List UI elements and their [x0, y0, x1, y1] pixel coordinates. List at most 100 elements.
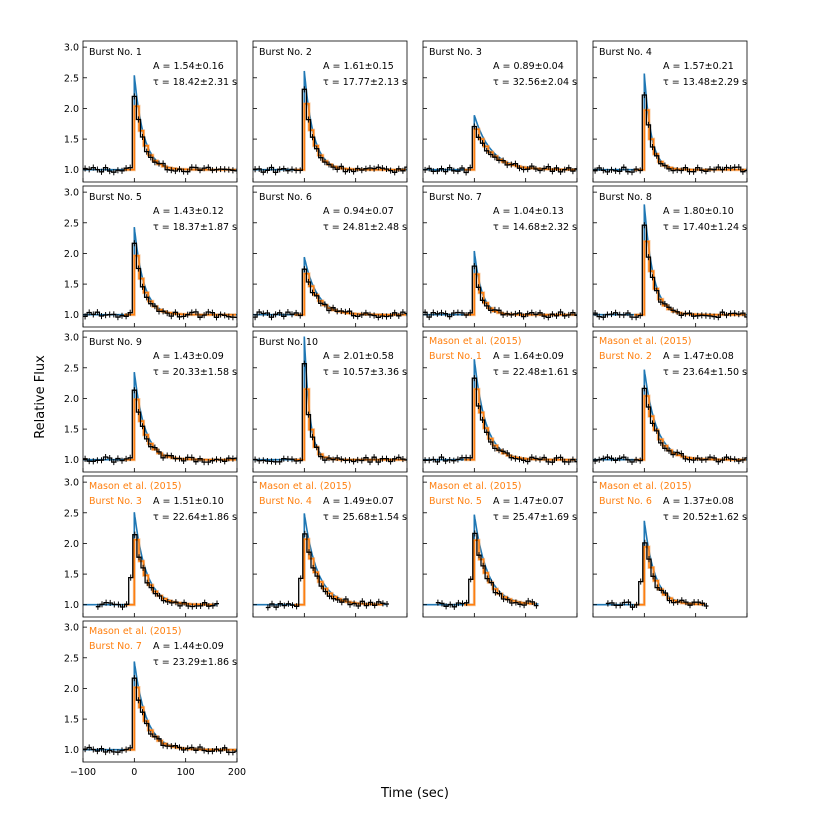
- panel-frame: [82, 40, 238, 183]
- y-tick-label: 2.0: [64, 249, 79, 260]
- plot-area: [83, 512, 219, 611]
- panel-grid: 1.0 1.5 2.0 2.5 3.0 Burst No. 1 A = 1.54±0.16 τ…: [64, 40, 748, 778]
- amplitude-label: A = 0.94±0.07: [323, 206, 394, 217]
- burst-label: Burst No. 6: [259, 192, 312, 203]
- y-tick-label: 2.0: [64, 394, 79, 405]
- burst-label: Burst No. 1: [429, 351, 482, 362]
- y-tick-label: 1.5: [64, 280, 79, 291]
- amplitude-label: A = 1.47±0.07: [493, 496, 564, 507]
- mason-label: Mason et al. (2015): [89, 481, 182, 492]
- tau-label: τ = 24.81±2.48 s: [323, 222, 407, 233]
- amplitude-label: A = 1.54±0.16: [153, 61, 224, 72]
- model-curve: [423, 114, 577, 171]
- data-step: [265, 533, 389, 609]
- amplitude-label: A = 1.37±0.08: [663, 496, 734, 507]
- panel-frame: [592, 40, 748, 183]
- y-tick-label: 1.5: [64, 715, 79, 726]
- panel: Burst No. 8 A = 1.80±0.10 τ = 17.40±1.24 s: [592, 185, 748, 328]
- model-curve: [83, 661, 237, 751]
- data-step: [253, 88, 407, 174]
- data-step: [423, 377, 577, 463]
- plot-area: [593, 369, 747, 465]
- data-step: [83, 677, 237, 754]
- model-curve: [593, 369, 747, 461]
- panel-frame: [422, 475, 578, 618]
- amplitude-label: A = 1.43±0.09: [153, 351, 224, 362]
- tau-label: τ = 20.33±1.58 s: [153, 367, 237, 378]
- panel-frame: [82, 475, 238, 618]
- mason-label: Mason et al. (2015): [259, 481, 352, 492]
- burst-label: Burst No. 7: [89, 641, 142, 652]
- amplitude-label: A = 1.64±0.09: [493, 351, 564, 362]
- binned-model: [464, 128, 576, 171]
- mason-label: Mason et al. (2015): [429, 481, 522, 492]
- panel-frame: [422, 330, 578, 473]
- data-step: [435, 532, 539, 608]
- burst-label: Burst No. 9: [89, 337, 142, 348]
- data-step: [593, 224, 747, 318]
- panel: Burst No. 3 A = 0.89±0.04 τ = 32.56±2.04 s: [422, 40, 578, 183]
- y-axis-label: Relative Flux: [33, 355, 48, 439]
- panel: 1.0 1.5 2.0 2.5 3.0 Burst No. 1 A = 1.54±0.16 τ…: [64, 40, 238, 183]
- y-tick-label: 2.5: [64, 73, 79, 84]
- mason-label: Mason et al. (2015): [429, 336, 522, 347]
- model-curve: [253, 513, 387, 606]
- panel-frame: [252, 40, 408, 183]
- tau-label: τ = 20.52±1.62 s: [663, 512, 747, 523]
- tau-label: τ = 23.64±1.50 s: [663, 367, 747, 378]
- data-step: [253, 268, 407, 318]
- panel-frame: [252, 330, 408, 473]
- data-step: [593, 94, 747, 173]
- panel: Mason et al. (2015) Burst No. 1 A = 1.64±0…: [422, 330, 578, 473]
- burst-label: Burst No. 6: [599, 496, 652, 507]
- amplitude-label: A = 1.57±0.21: [663, 61, 734, 72]
- amplitude-label: A = 2.01±0.58: [323, 351, 394, 362]
- burst-label: Burst No. 8: [599, 192, 652, 203]
- plot-area: [83, 372, 237, 466]
- amplitude-label: A = 1.43±0.12: [153, 206, 224, 217]
- y-tick-label: 2.5: [64, 508, 79, 519]
- data-step: [95, 534, 219, 608]
- tau-label: τ = 17.40±1.24 s: [663, 222, 747, 233]
- y-tick-label: 1.5: [64, 425, 79, 436]
- data-step: [253, 363, 407, 463]
- binned-model: [124, 105, 236, 171]
- panel: Burst No. 2 A = 1.61±0.15 τ = 17.77±2.13 s: [252, 40, 408, 183]
- amplitude-label: A = 1.80±0.10: [663, 206, 734, 217]
- data-step: [605, 542, 709, 608]
- burst-label: Burst No. 5: [89, 192, 142, 203]
- tau-label: τ = 25.47±1.69 s: [493, 512, 577, 523]
- x-axis-label: Time (sec): [380, 786, 449, 801]
- tau-label: τ = 23.29±1.86 s: [153, 657, 237, 668]
- model-samples: [124, 104, 236, 172]
- y-tick-label: 1.0: [64, 455, 79, 466]
- panel-frame: [82, 330, 238, 473]
- plot-area: [423, 114, 577, 176]
- mason-label: Mason et al. (2015): [599, 481, 692, 492]
- y-tick-label: 2.0: [64, 684, 79, 695]
- x-tick-label: 200: [228, 767, 246, 778]
- binned-model: [634, 240, 746, 316]
- panel: Burst No. 10 A = 2.01±0.58 τ = 10.57±3.36 …: [252, 330, 408, 473]
- burst-label: Burst No. 5: [429, 496, 482, 507]
- panel-frame: [422, 40, 578, 183]
- x-tick-label: 100: [177, 767, 195, 778]
- model-curve: [593, 204, 747, 316]
- mason-label: Mason et al. (2015): [89, 626, 182, 637]
- amplitude-label: A = 1.04±0.13: [493, 206, 564, 217]
- panel: 1.0 1.5 2.0 2.5 3.0 −100 0 100 200 Mason et al. (…: [64, 620, 246, 778]
- plot-area: [593, 73, 747, 176]
- panel-frame: [82, 185, 238, 328]
- model-curve: [253, 256, 407, 316]
- tau-label: τ = 13.48±2.29 s: [663, 77, 747, 88]
- y-tick-label: 3.0: [64, 623, 79, 634]
- model-curve: [83, 75, 237, 171]
- plot-area: [593, 204, 747, 321]
- y-tick-label: 1.0: [64, 745, 79, 756]
- tau-label: τ = 22.64±1.86 s: [153, 512, 237, 523]
- panel: Mason et al. (2015) Burst No. 2 A = 1.47±0…: [592, 330, 748, 473]
- panel-frame: [252, 475, 408, 618]
- model-curve: [83, 227, 237, 316]
- burst-label: Burst No. 4: [259, 496, 312, 507]
